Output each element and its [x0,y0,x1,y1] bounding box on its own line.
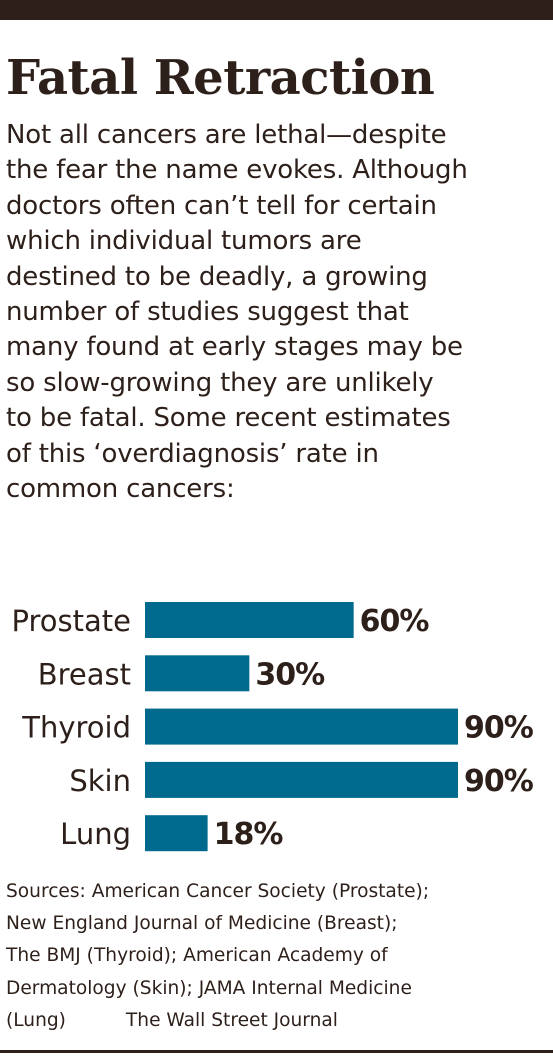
category-label-lung: Lung [60,817,131,851]
value-label-prostate: 60% [360,604,430,639]
intro-line: common cancers: [6,474,235,505]
intro-line: Not all cancers are lethal—despite [6,120,447,150]
value-label-thyroid: 90% [464,711,534,746]
bar-breast [145,655,250,692]
sources-line: Dermatology (Skin); JAMA Internal Medici… [6,977,412,999]
sources-lung: (Lung) [6,1009,66,1031]
intro-text: Not all cancers are lethal—despite the f… [6,118,546,507]
intro-line: destined to be deadly, a growing [6,261,428,292]
intro-line: doctors often can’t tell for certain [6,190,437,221]
chart-title: Fatal Retraction [6,50,435,106]
credit-line: The Wall Street Journal [125,1009,338,1031]
category-label-breast: Breast [38,657,131,691]
bar-chart-svg: Prostate 60% Breast 30% Thyroid 90% Skin 90% Lun… [12,602,535,852]
value-label-lung: 18% [214,817,284,852]
top-rule [0,0,553,20]
sources-line: New England Journal of Medicine (Breast)… [6,913,398,935]
bottom-rule [0,1050,553,1053]
bar-thyroid [145,708,458,745]
intro-line: number of studies suggest that [6,297,409,328]
sources-line: Sources: American Cancer Society (Prosta… [6,881,430,902]
value-label-skin: 90% [464,764,534,799]
sources-note: Sources: American Cancer Society (Prosta… [6,876,546,1037]
bar-chart: Prostate 60% Breast 30% Thyroid 90% Skin 90% Lun… [0,595,553,865]
intro-line: of this ‘overdiagnosis’ rate in [6,438,379,469]
bar-lung [145,815,208,852]
bar-prostate [145,602,354,638]
category-label-thyroid: Thyroid [21,711,131,745]
intro-line: which individual tumors are [6,226,362,257]
intro-line: many found at early stages may be [6,332,463,363]
sources-line-last: (Lung) The Wall Street Journal [6,1005,546,1037]
intro-line: to be fatal. Some recent estimates [6,403,451,434]
category-label-skin: Skin [69,764,131,798]
value-label-breast: 30% [255,657,325,692]
bar-skin [145,761,458,798]
category-label-prostate: Prostate [12,604,131,638]
sources-line: The BMJ (Thyroid); American Academy of [6,945,388,967]
intro-line: so slow-growing they are unlikely [6,367,434,398]
intro-line: the fear the name evokes. Although [6,155,468,186]
